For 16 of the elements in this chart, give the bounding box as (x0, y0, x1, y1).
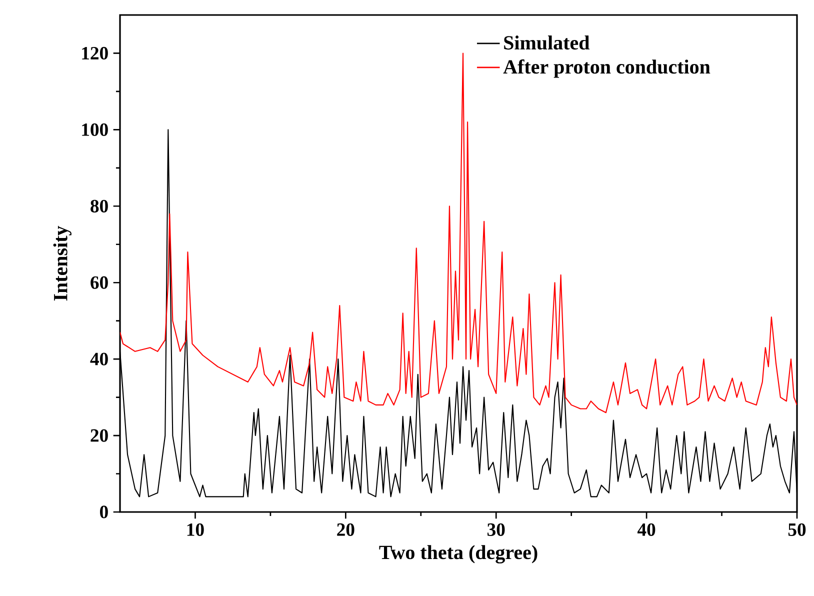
legend-label: Simulated (504, 36, 590, 50)
y-tick-label: 80 (90, 200, 108, 212)
y-tick-label: 20 (90, 429, 108, 442)
y-tick-label: 40 (90, 352, 108, 366)
legend-label: After proton conduction (503, 59, 710, 78)
y-tick-label: 60 (90, 276, 108, 289)
x-tick-label: 20 (337, 523, 354, 536)
y-tick-label: 0 (100, 506, 108, 518)
x-axis-title: Two theta (degree) (379, 545, 538, 564)
y-axis-title: Intensity (53, 226, 72, 301)
x-tick-label: 40 (637, 523, 656, 536)
x-tick-label: 50 (788, 523, 806, 536)
x-tick-label: 10 (187, 523, 204, 536)
y-tick-label: 100 (82, 123, 108, 136)
x-tick-label: 30 (487, 523, 505, 536)
y-tick-label: 120 (82, 46, 108, 60)
